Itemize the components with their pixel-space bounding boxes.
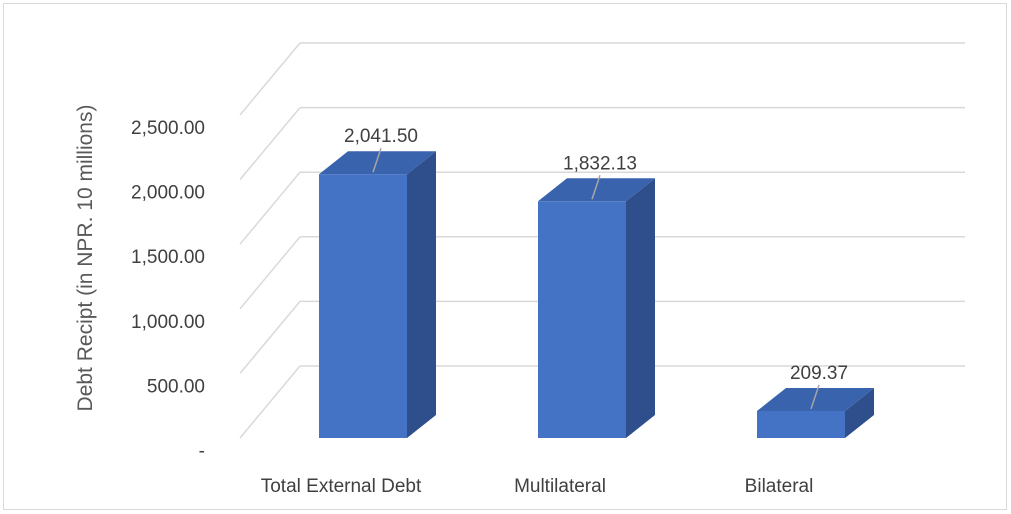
data-label: 1,832.13	[563, 153, 637, 174]
y-tick-label: 1,500.00	[131, 247, 205, 268]
bar	[757, 410, 845, 438]
data-labels: 2,041.50 1,832.13 209.37	[344, 126, 848, 410]
label-leader	[372, 148, 382, 173]
x-category-label: Total External Debt	[261, 476, 422, 497]
y-tick-label: 2,500.00	[131, 118, 205, 139]
bar-side	[407, 151, 436, 438]
gridline-diagonal	[239, 236, 301, 310]
bars	[319, 151, 874, 438]
y-tick-label: 500.00	[147, 376, 205, 397]
y-tick-label: 1,000.00	[131, 312, 205, 333]
bar-top	[538, 178, 655, 202]
x-category-label: Multilateral	[514, 476, 606, 497]
bar	[538, 201, 626, 438]
data-label: 2,041.50	[344, 126, 418, 147]
x-axis-categories: Total External Debt Multilateral Bilateral	[261, 476, 814, 497]
gridline-diagonal	[239, 171, 301, 245]
gridline-diagonal	[239, 300, 301, 374]
x-category-label: Bilateral	[745, 476, 814, 497]
label-leader	[591, 175, 601, 200]
gridline-diagonal	[239, 365, 301, 439]
bar-top	[757, 387, 874, 411]
data-label: 209.37	[790, 363, 848, 384]
y-axis-ticks: - 500.00 1,000.00 1,500.00 2,000.00 2,500.00	[131, 118, 205, 462]
y-tick-label: -	[199, 441, 205, 462]
label-leader	[810, 384, 820, 410]
bar-side	[626, 178, 655, 438]
gridline-diagonal	[239, 42, 301, 116]
gridline-diagonal	[239, 107, 301, 181]
bar	[319, 174, 407, 438]
y-axis-label: Debt Recipt (in NPR. 10 millions)	[74, 105, 97, 412]
bar-top	[319, 151, 436, 175]
y-tick-label: 2,000.00	[131, 183, 205, 204]
bar-side	[845, 387, 874, 438]
